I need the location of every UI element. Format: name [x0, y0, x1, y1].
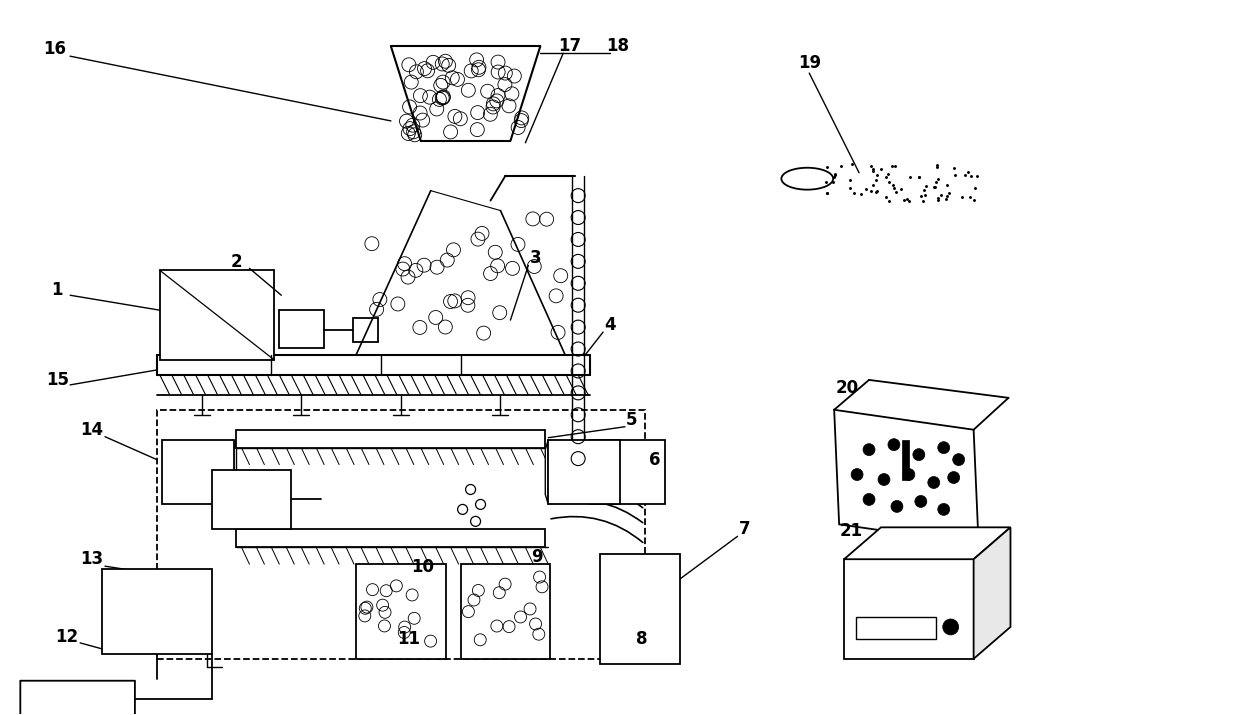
Bar	[212, 470, 291, 529]
Text: 10: 10	[412, 558, 434, 576]
Text: 15: 15	[46, 371, 68, 389]
Circle shape	[863, 444, 875, 455]
Text: 19: 19	[797, 54, 821, 72]
Bar	[901, 440, 909, 480]
Bar	[160, 270, 274, 360]
Bar	[356, 564, 445, 659]
Bar	[353, 318, 378, 342]
Polygon shape	[844, 528, 1011, 559]
Circle shape	[863, 493, 875, 506]
Circle shape	[952, 453, 965, 465]
Polygon shape	[546, 440, 548, 504]
Bar	[156, 410, 645, 659]
Circle shape	[942, 619, 959, 635]
Polygon shape	[835, 410, 978, 544]
Bar	[844, 559, 973, 659]
Circle shape	[913, 448, 925, 460]
FancyBboxPatch shape	[20, 681, 135, 715]
Text: 2: 2	[231, 253, 242, 272]
Circle shape	[937, 442, 950, 453]
Bar	[600, 554, 680, 664]
Bar	[237, 430, 546, 448]
Circle shape	[878, 473, 890, 485]
Text: 20: 20	[836, 379, 858, 397]
Text: 18: 18	[606, 37, 630, 55]
Circle shape	[915, 495, 926, 508]
Text: 12: 12	[56, 628, 78, 646]
Circle shape	[888, 439, 900, 450]
Text: 17: 17	[559, 37, 582, 55]
Circle shape	[903, 468, 915, 480]
Ellipse shape	[781, 168, 833, 189]
Text: 21: 21	[839, 523, 863, 541]
Text: 13: 13	[81, 551, 104, 568]
Bar	[856, 617, 936, 639]
Text: 8: 8	[636, 630, 647, 648]
Circle shape	[851, 468, 863, 480]
Bar	[279, 310, 324, 348]
Bar	[102, 569, 212, 654]
Text: 6: 6	[649, 450, 661, 468]
Bar	[460, 564, 551, 659]
Circle shape	[892, 500, 903, 513]
Circle shape	[928, 476, 940, 488]
Bar	[548, 440, 620, 504]
Text: 3: 3	[529, 250, 541, 267]
Text: 14: 14	[81, 420, 104, 439]
Text: 4: 4	[604, 316, 616, 334]
Text: 7: 7	[739, 521, 750, 538]
Text: 11: 11	[397, 630, 420, 648]
Polygon shape	[233, 440, 237, 504]
Text: 1: 1	[51, 281, 63, 300]
Polygon shape	[973, 528, 1011, 659]
Bar	[590, 440, 665, 504]
Bar	[161, 440, 233, 504]
Circle shape	[937, 503, 950, 516]
Text: 9: 9	[532, 548, 543, 566]
Text: 16: 16	[42, 40, 66, 58]
Bar	[237, 529, 546, 547]
Circle shape	[947, 472, 960, 483]
Text: 5: 5	[626, 410, 637, 429]
